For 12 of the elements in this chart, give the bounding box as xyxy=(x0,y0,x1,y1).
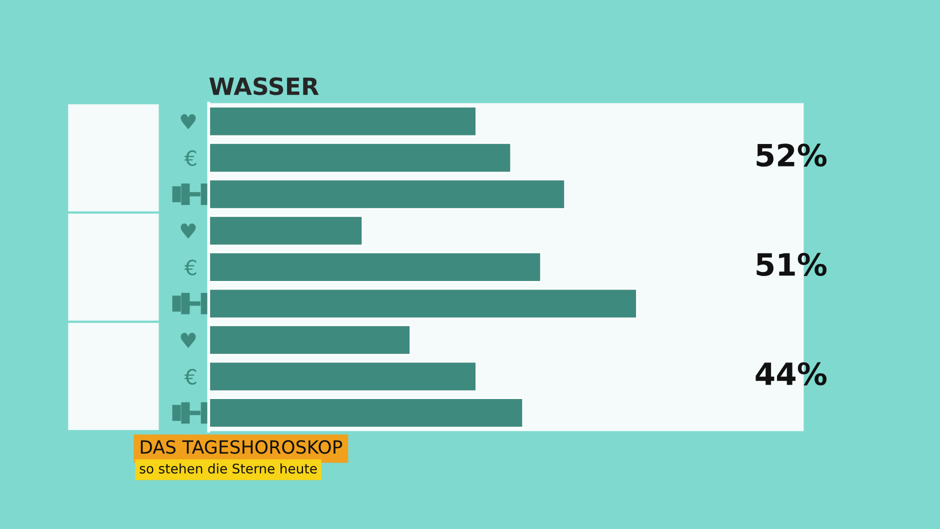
y-tick-label: € xyxy=(184,150,196,166)
y-tick-label: ♥ xyxy=(180,223,196,239)
text: 44% xyxy=(756,362,827,386)
text: DAS TAGESHOROSKOP xyxy=(140,440,342,454)
text: so stehen die Sterne heute xyxy=(140,463,317,474)
y-tick-label: € xyxy=(184,368,196,385)
y-tick-label: ♥ xyxy=(180,114,196,130)
y-tick-label: ♥ xyxy=(180,332,196,348)
chart-title: WASSER xyxy=(209,77,319,96)
text: 52% xyxy=(756,144,827,167)
text: 51% xyxy=(756,252,827,276)
y-tick-label: € xyxy=(184,260,196,276)
